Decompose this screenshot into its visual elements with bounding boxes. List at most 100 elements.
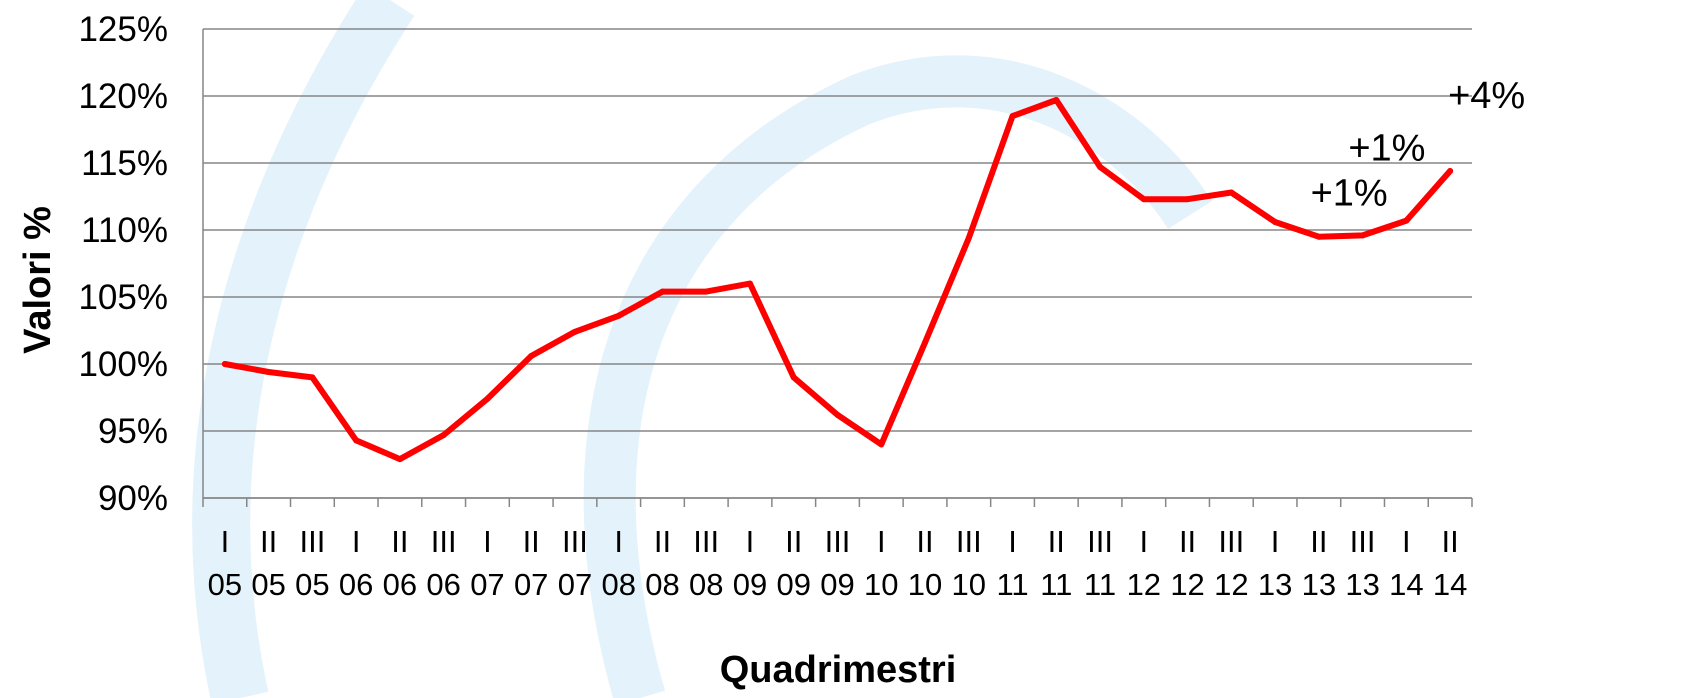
x-tick-label-quarter: II xyxy=(1179,524,1196,559)
x-tick-label-year: 05 xyxy=(208,567,242,602)
data-point xyxy=(221,361,228,367)
x-tick-label-quarter: II xyxy=(785,524,802,559)
x-tick-label-year: 11 xyxy=(1084,567,1116,602)
y-tick-label: 110% xyxy=(81,211,168,250)
y-tick-label: 90% xyxy=(98,479,168,518)
x-tick-label-year: 10 xyxy=(952,567,986,602)
y-axis-title: Valori % xyxy=(17,206,59,354)
x-tick-label-year: 13 xyxy=(1258,567,1292,602)
x-tick-label-quarter: II xyxy=(260,524,277,559)
x-tick-label-quarter: II xyxy=(916,524,933,559)
y-tick-label: 115% xyxy=(81,144,168,183)
data-point xyxy=(834,411,841,418)
data-point xyxy=(1315,233,1322,240)
x-tick-label-year: 05 xyxy=(295,567,329,602)
data-point xyxy=(922,339,929,346)
x-tick-label-quarter: II xyxy=(1442,524,1459,559)
x-tick-label-year: 11 xyxy=(996,567,1028,602)
x-tick-label-quarter: I xyxy=(1271,524,1280,559)
data-point xyxy=(265,369,272,376)
x-tick-label-quarter: II xyxy=(1048,524,1065,559)
x-tick-label-year: 12 xyxy=(1127,567,1161,602)
data-point xyxy=(746,280,753,287)
x-tick-label-quarter: II xyxy=(654,524,671,559)
x-tick-label-year: 13 xyxy=(1345,567,1379,602)
data-point xyxy=(571,328,578,335)
annotation-layer: +1%+1% +4% xyxy=(1311,75,1526,214)
x-tick-label-quarter: III xyxy=(299,524,325,559)
x-axis xyxy=(202,29,1473,507)
x-tick-label-year: 10 xyxy=(908,567,942,602)
x-tick-label-year: 09 xyxy=(776,567,810,602)
data-point xyxy=(659,288,666,295)
series-line xyxy=(221,97,1454,463)
y-tick-label: 120% xyxy=(78,77,168,116)
data-point xyxy=(1097,164,1104,171)
data-point xyxy=(965,235,972,242)
annotation-label: +1% xyxy=(1348,128,1425,170)
x-tick-label-quarter: I xyxy=(1402,524,1411,559)
background-arc-left xyxy=(192,0,415,698)
data-point xyxy=(878,441,885,448)
data-point xyxy=(396,456,403,463)
x-tick-label-year: 05 xyxy=(251,567,285,602)
series-layer xyxy=(221,97,1454,463)
x-tick-label-quarter: III xyxy=(956,524,982,559)
data-point xyxy=(528,352,535,359)
annotation-label: +1% xyxy=(1311,172,1388,214)
data-point xyxy=(1359,232,1366,239)
data-point xyxy=(309,374,316,381)
x-tick-label-quarter: I xyxy=(483,524,492,559)
x-tick-label-year: 08 xyxy=(601,567,635,602)
x-tick-label-year: 06 xyxy=(339,567,373,602)
x-tick-label-quarter: I xyxy=(1139,524,1148,559)
background-arc-center xyxy=(583,55,1212,698)
x-tick-label-quarter: III xyxy=(562,524,588,559)
x-tick-label-year: 08 xyxy=(645,567,679,602)
data-point xyxy=(1184,196,1191,203)
data-point xyxy=(1228,189,1235,196)
x-tick-label-year: 07 xyxy=(470,567,504,602)
x-tick-label-year: 06 xyxy=(426,567,460,602)
data-point xyxy=(703,288,710,295)
data-point xyxy=(1447,168,1454,175)
data-point xyxy=(1009,113,1016,120)
x-tick-label-year: 12 xyxy=(1214,567,1248,602)
data-point xyxy=(1403,217,1410,224)
x-tick-label-quarter: III xyxy=(825,524,851,559)
x-tick-label-year: 09 xyxy=(733,567,767,602)
y-tick-label: 125% xyxy=(78,10,168,49)
x-tick-label-quarter: I xyxy=(352,524,361,559)
x-tick-label-year: 06 xyxy=(383,567,417,602)
data-point xyxy=(484,395,491,402)
background-watermark-arcs xyxy=(192,0,1212,698)
x-tick-label-quarter: III xyxy=(693,524,719,559)
x-tick-label-quarter: I xyxy=(746,524,755,559)
x-tick-label-year: 12 xyxy=(1170,567,1204,602)
x-tick-label-quarter: II xyxy=(523,524,540,559)
x-tick-label-year: 14 xyxy=(1433,567,1467,602)
x-tick-label-quarter: III xyxy=(1350,524,1376,559)
data-point xyxy=(1272,218,1279,225)
data-point xyxy=(440,432,447,439)
x-tick-label-year: 14 xyxy=(1389,567,1423,602)
y-axis-tick-labels: 90% 95% 100% 105% 110% 115% 120% 125% xyxy=(78,10,168,518)
y-tick-label: 95% xyxy=(98,412,168,451)
data-point xyxy=(790,374,797,381)
x-tick-label-quarter: II xyxy=(1310,524,1327,559)
x-axis-title: Quadrimestri xyxy=(720,649,957,691)
x-tick-label-year: 07 xyxy=(514,567,548,602)
x-axis-tick-labels: I05II05III05I06II06III06I07II07III07I08I… xyxy=(208,524,1468,602)
x-tick-label-year: 13 xyxy=(1302,567,1336,602)
x-tick-label-quarter: I xyxy=(221,524,230,559)
x-tick-label-quarter: II xyxy=(391,524,408,559)
data-point xyxy=(1053,97,1060,104)
x-tick-label-quarter: I xyxy=(614,524,623,559)
x-tick-label-year: 11 xyxy=(1040,567,1072,602)
x-tick-label-year: 09 xyxy=(820,567,854,602)
x-tick-label-year: 07 xyxy=(558,567,592,602)
x-tick-label-quarter: III xyxy=(431,524,457,559)
annotation-label: +4% xyxy=(1448,75,1525,117)
y-tick-label: 105% xyxy=(78,278,168,317)
